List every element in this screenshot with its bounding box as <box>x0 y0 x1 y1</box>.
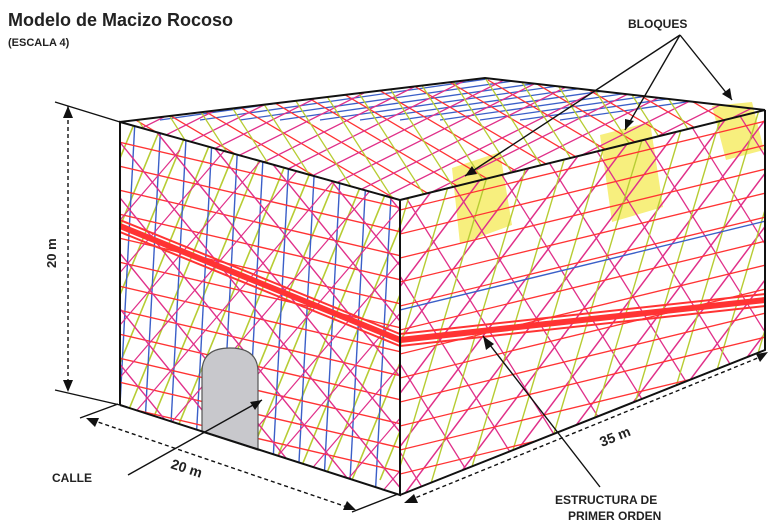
magenta-joint <box>400 110 541 495</box>
magenta-joint <box>244 129 400 495</box>
magenta-joint <box>120 129 400 495</box>
blue-joint <box>559 78 765 121</box>
diagram-subtitle: (ESCALA 4) <box>8 37 70 49</box>
height-label: 20 m <box>44 238 59 268</box>
green-joint <box>120 122 149 481</box>
green-joint <box>497 110 619 495</box>
right-joint-lines <box>400 110 765 495</box>
green-joint <box>120 122 121 481</box>
red-joint <box>120 187 400 259</box>
blocks-label: BLOQUES <box>628 17 687 31</box>
green-joint <box>0 90 36 480</box>
red-joint <box>120 331 400 403</box>
red-joint <box>120 163 400 235</box>
blue-joint <box>239 78 661 121</box>
red-joint <box>400 191 765 283</box>
green-joint <box>295 122 400 481</box>
red-joint <box>400 287 765 379</box>
magenta-joint <box>329 149 400 495</box>
magenta-joint <box>439 110 741 495</box>
magenta-joint <box>564 110 765 495</box>
magenta-joint <box>199 129 400 495</box>
red-joint <box>400 335 765 427</box>
structure-label-line2: PRIMER ORDEN <box>568 509 661 523</box>
magenta-joint <box>289 129 400 495</box>
box-outline <box>119 76 766 497</box>
blue-joint <box>319 78 741 121</box>
red-joint <box>400 119 765 211</box>
magenta-joint <box>400 110 701 495</box>
green-joint <box>120 78 129 200</box>
street-label: CALLE <box>52 471 92 485</box>
red-joint <box>120 355 400 427</box>
green-joint <box>4 70 94 210</box>
tunnel-opening <box>201 347 259 451</box>
red-joint <box>400 239 765 331</box>
red-joint <box>120 211 400 283</box>
green-joint <box>351 122 400 481</box>
magenta-joint <box>120 129 366 495</box>
blue-joint <box>120 122 136 495</box>
magenta-joint <box>674 110 765 495</box>
blue-joint <box>279 78 701 121</box>
magenta-joint <box>400 110 486 495</box>
magenta-joint <box>120 149 226 495</box>
blue-joint <box>199 78 621 121</box>
green-joint <box>0 90 8 480</box>
blue-joint <box>296 122 318 495</box>
magenta-joint <box>284 149 400 495</box>
blue-joint <box>400 219 765 311</box>
green-joint <box>323 122 400 481</box>
red-joint <box>400 311 765 403</box>
green-joint <box>0 90 92 480</box>
yellow-block <box>712 102 764 160</box>
red-joint <box>400 215 765 307</box>
magenta-joint <box>120 149 316 495</box>
structure-label-line1: ESTRUCTURA DE <box>555 493 657 507</box>
magenta-joint <box>120 149 181 495</box>
green-joint <box>120 122 177 481</box>
magenta-joint <box>120 129 321 495</box>
green-joint <box>0 90 64 480</box>
red-joint <box>400 167 765 259</box>
red-joint <box>120 403 400 475</box>
length-label: 35 m <box>597 423 633 450</box>
magenta-joint <box>319 78 601 200</box>
diagram-title: Modelo de Macizo Rocoso <box>8 10 233 30</box>
red-joint <box>120 139 400 211</box>
magenta-joint <box>120 149 271 495</box>
red-joint <box>120 307 400 379</box>
green-joint <box>267 122 400 481</box>
magenta-joint <box>239 149 400 495</box>
width-label: 20 m <box>169 456 204 481</box>
dimension-lines <box>54 34 768 513</box>
magenta-joint <box>120 149 361 495</box>
blue-joint <box>359 78 765 121</box>
magenta-joint <box>154 129 400 495</box>
red-joint <box>400 143 765 235</box>
